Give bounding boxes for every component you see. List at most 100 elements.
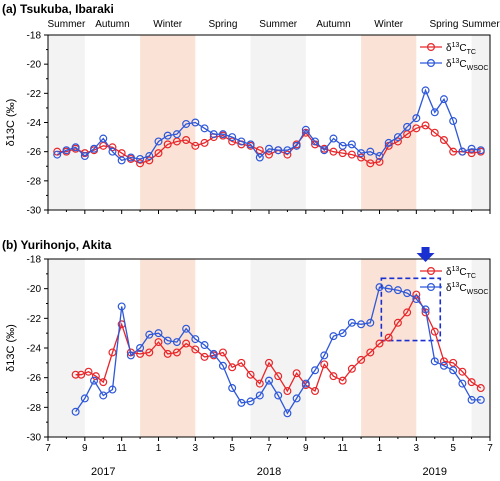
data-point xyxy=(393,133,402,142)
data-point xyxy=(209,349,218,358)
data-point xyxy=(136,344,145,353)
y-tick-label: -30 xyxy=(27,433,42,444)
y-tick-label: -28 xyxy=(27,176,42,187)
data-point xyxy=(172,130,181,139)
data-point xyxy=(136,154,145,163)
data-point xyxy=(108,147,117,156)
data-point xyxy=(228,133,237,142)
y-tick-label: -26 xyxy=(27,147,42,158)
data-point xyxy=(191,345,200,354)
x-tick-label: 3 xyxy=(193,443,199,454)
y-tick-label: -22 xyxy=(27,89,42,100)
data-point xyxy=(117,302,126,311)
data-point xyxy=(393,286,402,295)
data-point xyxy=(430,327,439,336)
data-point xyxy=(357,149,366,158)
data-point xyxy=(384,138,393,147)
data-point xyxy=(228,363,237,372)
data-point xyxy=(329,147,338,156)
season-band xyxy=(48,35,85,210)
data-point xyxy=(84,367,93,376)
data-point xyxy=(458,379,467,388)
data-point xyxy=(163,349,172,358)
data-point xyxy=(338,329,347,338)
data-point xyxy=(375,283,384,292)
data-point xyxy=(412,290,421,299)
season-label: Summer xyxy=(462,19,500,30)
data-point xyxy=(145,156,154,165)
data-point xyxy=(393,137,402,146)
legend-entry: δ13CTC xyxy=(446,266,476,280)
season-label: Winter xyxy=(374,19,404,30)
data-point xyxy=(320,360,329,369)
data-point xyxy=(421,305,430,314)
data-point xyxy=(80,152,89,161)
data-point xyxy=(218,361,227,370)
panel-title: (a) Tsukuba, Ibaraki xyxy=(2,2,114,16)
data-point xyxy=(393,318,402,327)
data-point xyxy=(154,338,163,347)
data-point xyxy=(329,372,338,381)
data-point xyxy=(357,355,366,364)
data-point xyxy=(347,140,356,149)
series-line xyxy=(75,293,482,393)
data-point xyxy=(375,152,384,161)
data-point xyxy=(449,366,458,375)
data-point xyxy=(449,358,458,367)
season-band xyxy=(140,259,196,437)
season-label: Summer xyxy=(259,19,297,30)
y-tick-label: -30 xyxy=(27,206,42,217)
data-point xyxy=(311,137,320,146)
highlight-box xyxy=(380,277,442,342)
data-point xyxy=(384,333,393,342)
x-tick-label: 5 xyxy=(450,443,456,454)
season-band xyxy=(471,35,490,210)
x-tick-label: 7 xyxy=(487,443,493,454)
data-point xyxy=(320,146,329,155)
data-point xyxy=(246,397,255,406)
data-point xyxy=(412,124,421,133)
data-point xyxy=(449,147,458,156)
data-point xyxy=(265,376,274,385)
data-point xyxy=(439,361,448,370)
x-tick-label: 5 xyxy=(229,443,235,454)
y-tick-label: -20 xyxy=(27,60,42,71)
data-point xyxy=(403,308,412,317)
data-point xyxy=(237,398,246,407)
data-point xyxy=(255,391,264,400)
data-point xyxy=(154,137,163,146)
season-label: Winter xyxy=(153,19,183,30)
data-point xyxy=(283,150,292,159)
data-point xyxy=(53,147,62,156)
data-point xyxy=(228,137,237,146)
legend-swatch-marker xyxy=(427,58,436,67)
data-point xyxy=(375,339,384,348)
data-point xyxy=(292,394,301,403)
data-point xyxy=(108,348,117,357)
data-point xyxy=(421,86,430,95)
data-point xyxy=(476,146,485,155)
data-point xyxy=(265,150,274,159)
x-tick-label: 11 xyxy=(116,443,127,454)
data-point xyxy=(412,295,421,304)
data-point xyxy=(476,395,485,404)
data-point xyxy=(265,144,274,153)
data-point xyxy=(439,95,448,104)
data-point xyxy=(338,376,347,385)
year-label: 2017 xyxy=(91,466,115,478)
data-point xyxy=(274,391,283,400)
data-point xyxy=(384,284,393,293)
legend-swatch-marker xyxy=(427,267,436,276)
data-point xyxy=(421,121,430,130)
data-point xyxy=(412,114,421,123)
x-tick-label: 1 xyxy=(156,443,162,454)
data-point xyxy=(283,387,292,396)
data-point xyxy=(145,330,154,339)
data-point xyxy=(163,131,172,140)
data-point xyxy=(182,136,191,145)
data-point xyxy=(403,289,412,298)
data-point xyxy=(62,146,71,155)
data-point xyxy=(274,372,283,381)
season-band xyxy=(250,35,306,210)
